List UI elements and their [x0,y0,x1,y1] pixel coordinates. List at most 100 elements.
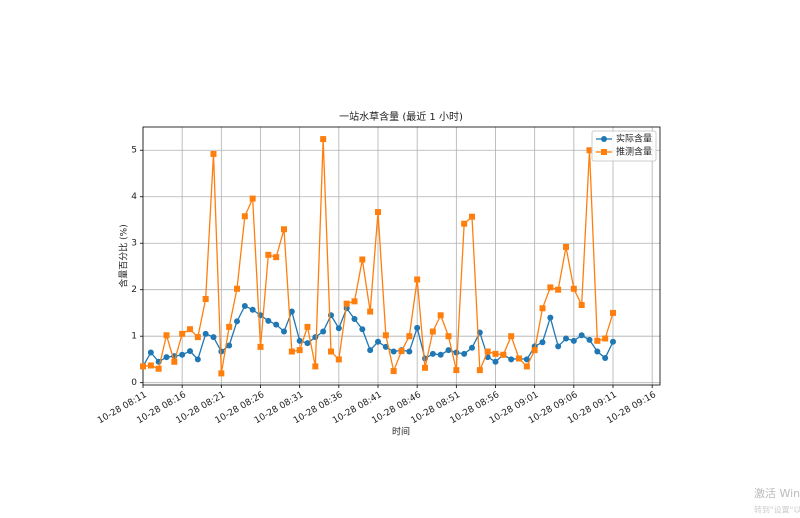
data-point [492,350,499,357]
y-tick-label: 0 [131,378,137,388]
data-point [249,306,256,313]
data-point [202,330,209,337]
data-point [304,340,311,347]
data-point [171,358,178,365]
data-point [531,347,538,354]
data-point [241,302,248,309]
data-point [163,354,170,361]
data-point [210,334,217,341]
data-point [343,300,350,307]
legend-marker [601,149,607,155]
data-point [296,347,303,354]
data-point [437,351,444,358]
data-point [187,326,193,333]
data-point [147,349,154,356]
data-point [586,336,593,343]
data-point [194,356,201,363]
data-point [516,355,522,362]
data-point [218,348,225,355]
data-point [187,348,193,355]
data-point [469,344,475,351]
data-point [445,333,452,340]
data-point [382,332,389,339]
data-point [453,349,460,356]
data-point [578,302,585,309]
data-point [414,324,421,331]
data-point [296,337,303,344]
data-point [461,350,468,357]
data-point [265,317,272,324]
legend-marker [601,136,607,142]
data-point [320,136,327,143]
data-point [563,335,569,342]
data-point [249,195,256,202]
data-point [210,150,217,157]
data-point [359,256,366,263]
data-point [265,251,272,258]
data-point [414,276,421,283]
data-point [429,328,436,335]
data-point [390,368,397,375]
data-point [288,348,295,355]
data-point [429,350,436,357]
data-point [610,309,616,316]
data-point [234,318,240,325]
data-point [570,337,577,344]
data-point [320,328,327,335]
watermark: 激活 Win [754,486,800,500]
data-point [445,347,452,354]
data-point [351,315,358,322]
data-point [523,356,530,363]
data-point [367,347,374,354]
data-point [155,365,162,372]
data-point [194,334,201,341]
data-point [602,355,609,362]
data-point [312,363,319,370]
data-point [328,312,334,319]
y-tick-label: 1 [131,332,137,342]
data-point [539,339,546,346]
data-point [202,296,209,302]
data-point [359,326,366,333]
data-point [367,308,374,315]
data-point [594,337,601,344]
data-point [578,332,585,339]
data-point [312,334,319,341]
data-point [281,226,287,233]
legend-label: 推测含量 [616,146,652,158]
data-point [226,323,233,330]
data-point [508,333,515,340]
data-point [234,285,240,292]
data-point [523,363,530,370]
data-point [453,367,460,374]
data-point [218,370,225,377]
chart-title: 一站水草含量 (最近 1 小时) [339,110,463,123]
data-point [469,213,475,220]
x-axis-label: 时间 [392,426,410,438]
data-point [288,308,295,315]
data-point [476,367,483,374]
data-point [610,338,616,345]
data-point [555,343,562,350]
data-point [406,348,413,355]
data-point [163,332,170,339]
data-point [500,351,507,358]
data-point [375,338,381,345]
data-point [328,348,334,355]
legend-label: 实际含量 [616,133,652,145]
data-point [461,220,468,227]
data-point [335,356,342,363]
data-point [602,335,609,342]
data-point [351,298,358,305]
data-point [304,323,311,330]
data-point [555,286,562,293]
data-point [586,147,593,154]
data-point [492,358,499,365]
data-point [539,305,546,312]
data-point [281,328,287,335]
data-point [563,243,569,250]
watermark: 转到"设置"以 [754,505,800,515]
data-point [179,351,186,358]
y-tick-label: 2 [131,285,137,295]
